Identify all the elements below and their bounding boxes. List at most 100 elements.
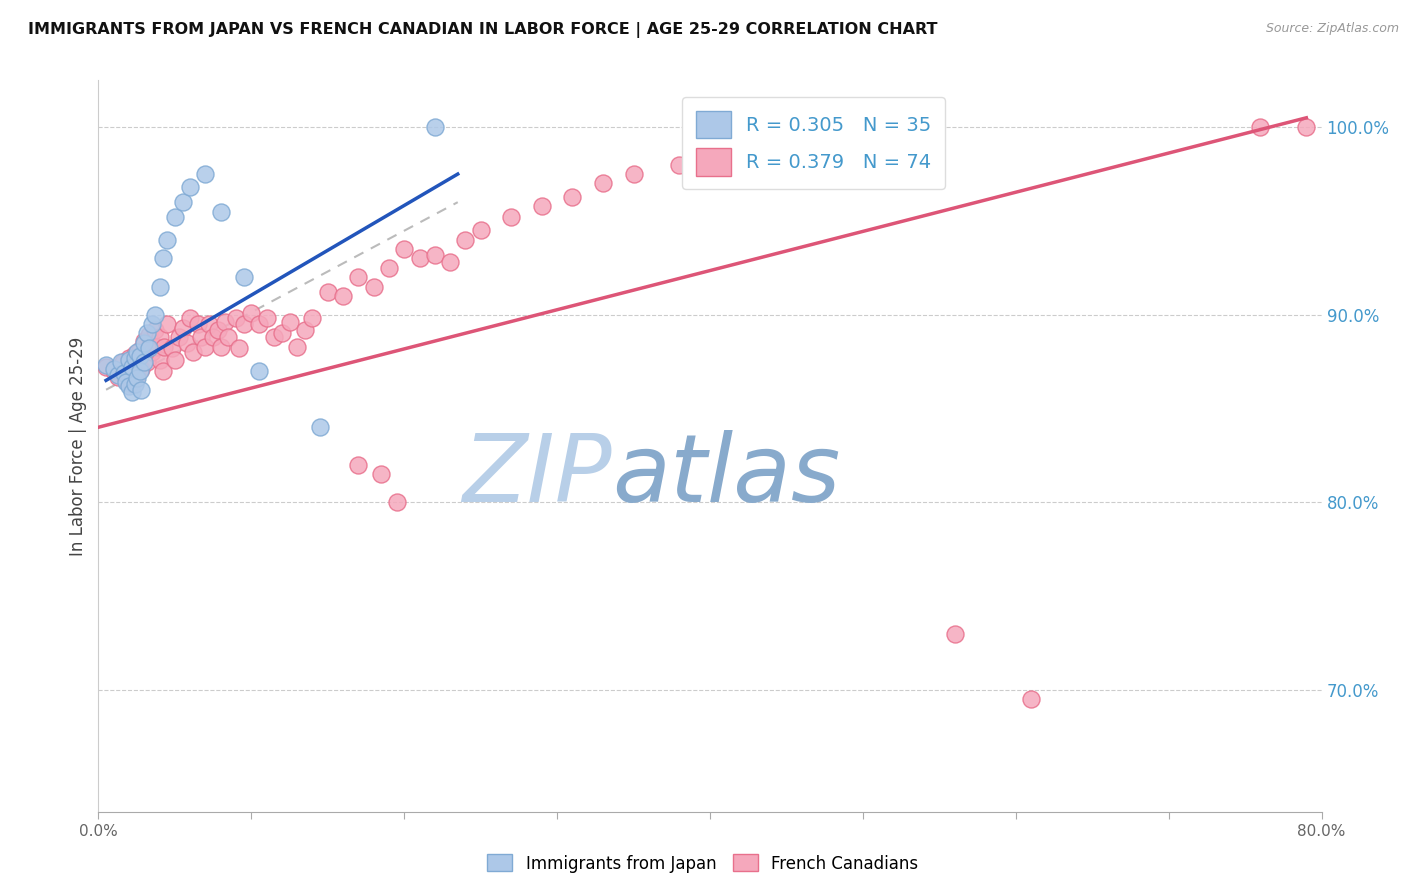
Point [197,317,219,331]
Point [194,340,217,354]
Point [143,323,166,337]
Point [156,233,179,247]
Point [439,255,461,269]
Point [217,330,239,344]
Point [347,458,370,472]
Point [247,364,270,378]
Point [103,364,125,378]
Point [179,311,201,326]
Point [232,270,254,285]
Point [668,158,690,172]
Point [156,317,179,331]
Point [225,311,247,326]
Point [270,326,292,341]
Point [202,330,225,344]
Legend: Immigrants from Japan, French Canadians: Immigrants from Japan, French Canadians [481,847,925,880]
Point [125,371,148,385]
Point [190,330,212,344]
Point [385,495,408,509]
Point [172,195,194,210]
Point [309,420,332,434]
Point [149,352,172,367]
Point [128,364,150,378]
Point [125,368,148,382]
Point [145,340,167,354]
Point [141,317,163,331]
Point [256,311,278,326]
Point [423,120,446,135]
Point [112,366,135,380]
Point [107,369,129,384]
Point [347,270,370,285]
Point [209,204,232,219]
Point [179,180,201,194]
Point [136,326,159,341]
Point [118,352,141,367]
Point [1019,692,1042,706]
Point [592,177,614,191]
Point [136,354,159,368]
Point [141,345,163,359]
Point [378,260,401,275]
Y-axis label: In Labor Force | Age 25-29: In Labor Force | Age 25-29 [69,336,87,556]
Point [160,342,183,356]
Point [561,189,583,203]
Point [138,328,160,343]
Point [207,323,229,337]
Point [470,223,492,237]
Point [152,252,174,266]
Point [285,340,308,354]
Point [501,210,523,224]
Point [454,233,477,247]
Text: atlas: atlas [612,430,841,521]
Point [209,340,232,354]
Point [194,167,217,181]
Point [134,335,156,350]
Point [240,306,263,320]
Point [118,351,141,365]
Point [943,626,966,640]
Point [125,345,148,359]
Point [149,330,172,344]
Point [149,279,172,293]
Point [124,377,146,392]
Point [118,379,141,393]
Point [530,199,553,213]
Point [247,317,270,331]
Point [103,362,125,376]
Point [181,345,204,359]
Point [294,323,316,337]
Point [392,242,416,256]
Text: Source: ZipAtlas.com: Source: ZipAtlas.com [1265,22,1399,36]
Point [110,354,132,368]
Point [153,340,176,354]
Point [363,279,385,293]
Point [214,315,236,329]
Point [115,373,138,387]
Point [94,360,117,375]
Point [408,252,430,266]
Point [232,317,254,331]
Point [111,354,134,368]
Point [107,368,129,382]
Point [128,343,150,358]
Legend: R = 0.305   N = 35, R = 0.379   N = 74: R = 0.305 N = 35, R = 0.379 N = 74 [682,97,945,189]
Point [121,377,143,392]
Point [172,321,194,335]
Point [134,334,156,348]
Point [94,359,117,373]
Point [124,351,146,365]
Point [332,289,354,303]
Point [152,364,174,378]
Point [124,347,146,361]
Point [129,362,152,376]
Point [228,342,250,356]
Point [623,167,645,181]
Point [1249,120,1271,135]
Point [121,384,143,399]
Point [169,330,191,344]
Point [176,335,198,350]
Point [129,383,152,397]
Point [134,354,156,368]
Point [163,210,186,224]
